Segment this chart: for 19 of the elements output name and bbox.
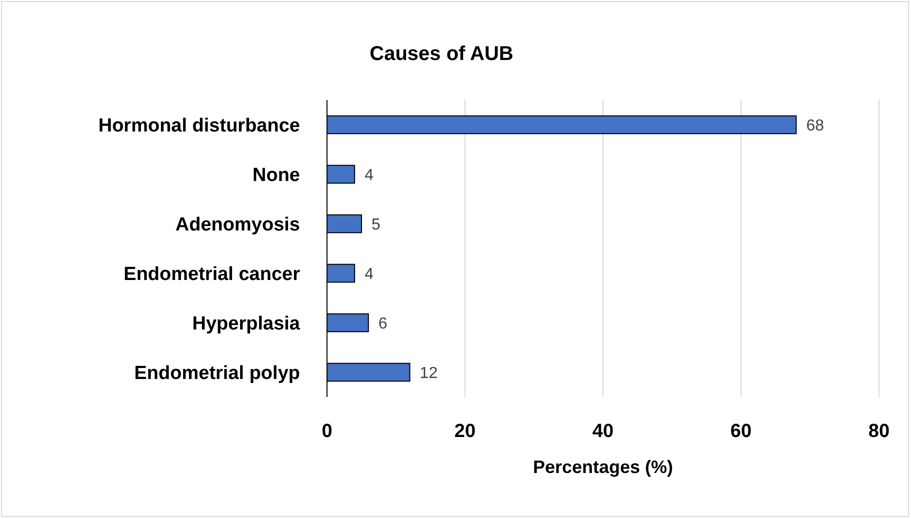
x-tick-label: 40 <box>592 421 614 442</box>
y-tick-label: Endometrial cancer <box>124 264 301 285</box>
y-tick-label: None <box>252 164 300 186</box>
data-label: 4 <box>364 166 374 184</box>
y-tick-label: Hyperplasia <box>192 313 300 334</box>
x-tick-label: 80 <box>868 421 890 442</box>
y-tick-label: Adenomyosis <box>175 214 300 236</box>
x-tick-label: 60 <box>730 421 752 442</box>
data-label: 4 <box>364 266 374 283</box>
x-tick-label: 0 <box>322 421 332 442</box>
data-label: 5 <box>372 216 380 234</box>
data-label: 12 <box>420 364 438 382</box>
x-axis-title: Percentages (%) <box>532 457 674 477</box>
y-tick-label: Endometrial polyp <box>134 362 300 384</box>
y-tick-label: Hormonal disturbance <box>98 115 300 136</box>
chart-title: Causes of AUB <box>370 43 514 65</box>
data-label: 6 <box>378 315 388 332</box>
x-tick-label: 20 <box>454 421 476 442</box>
data-label: 68 <box>806 117 824 134</box>
